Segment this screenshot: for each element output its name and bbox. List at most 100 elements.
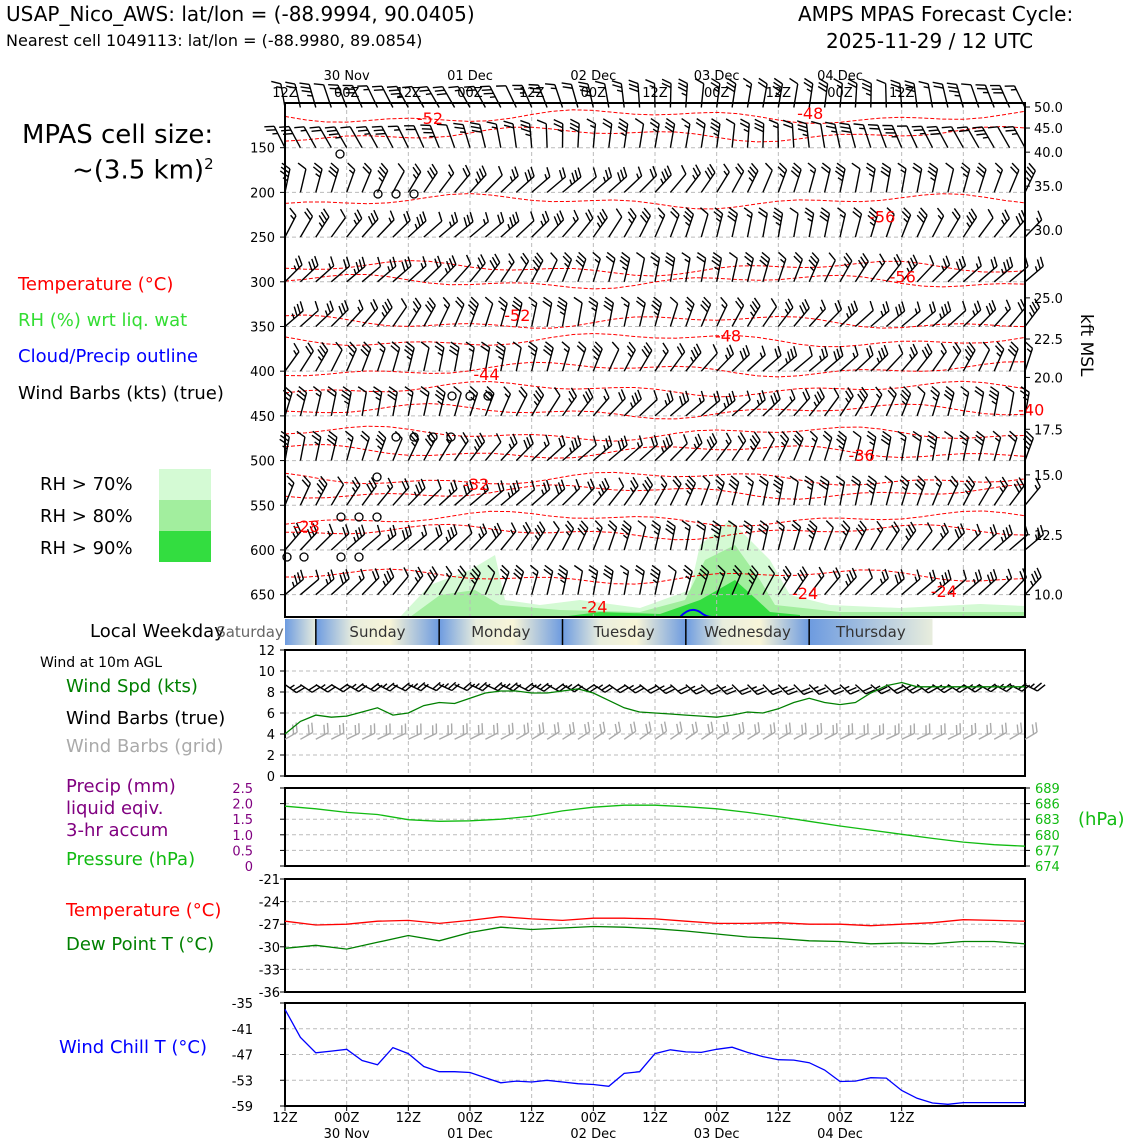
barb-flag <box>867 723 869 734</box>
barb-flag <box>996 341 1005 350</box>
barb-staff <box>515 683 530 692</box>
wind-barb <box>901 723 916 740</box>
barb-flag <box>1005 527 1010 537</box>
barb-flag <box>306 528 313 539</box>
barb-flag <box>960 166 970 174</box>
barb-staff <box>978 578 998 596</box>
wind-barb <box>870 301 890 328</box>
barb-flag <box>492 724 495 735</box>
barb-staff <box>685 442 703 462</box>
barb-flag <box>696 520 706 527</box>
barb-half <box>653 311 659 316</box>
wind-barb <box>500 722 514 740</box>
barb-flag <box>462 167 469 178</box>
barb-staff <box>454 732 468 740</box>
wind-barb <box>839 345 859 372</box>
barb-flag <box>678 78 688 85</box>
wind-barb <box>620 520 632 551</box>
barb-flag <box>882 723 885 734</box>
barb-half <box>593 355 599 361</box>
isotherm <box>284 314 1026 329</box>
barb-staff <box>947 392 955 417</box>
barb-staff <box>854 437 862 461</box>
wind-barb <box>361 162 372 193</box>
wind-barb <box>531 167 551 193</box>
wind-barb <box>611 80 625 108</box>
barb-flag <box>735 166 743 176</box>
wind-barb <box>361 524 381 551</box>
legend-precip-1: Precip (mm) <box>66 776 176 797</box>
x-bottom-label: 12Z <box>272 1111 298 1126</box>
wind-barb <box>754 118 765 148</box>
barb-flag <box>486 386 495 394</box>
wind-barb <box>299 475 312 506</box>
barb-flag <box>663 168 670 178</box>
barb-half <box>745 530 752 535</box>
barb-flag <box>867 475 877 483</box>
barb-flag <box>787 351 792 362</box>
barb-flag <box>626 345 634 354</box>
pressure-y-label: 689 <box>1035 782 1060 797</box>
barb-half <box>685 575 691 580</box>
barb-flag <box>836 162 846 170</box>
wind-barb <box>823 252 836 283</box>
wind-barb <box>623 721 637 740</box>
barb-flag <box>834 302 840 313</box>
barb-half <box>809 169 815 174</box>
isotherm <box>284 403 1026 420</box>
wind-barb <box>544 83 564 108</box>
isotherm-label: -56 <box>869 208 895 227</box>
wind-barb <box>747 722 761 740</box>
wind-barb <box>945 162 955 193</box>
barb-flag <box>604 564 614 572</box>
barb-flag <box>299 301 304 312</box>
wind-barb <box>423 723 438 740</box>
barb-flag <box>767 565 776 575</box>
barb-flag <box>296 303 301 314</box>
barb-flag <box>728 211 737 219</box>
barb-flag <box>754 122 764 129</box>
barb-flag <box>618 391 624 402</box>
wind-barb <box>867 124 887 148</box>
barb-flag <box>839 345 844 356</box>
barb-flag <box>545 434 550 445</box>
barb-flag <box>749 304 757 314</box>
barb-flag <box>314 300 319 311</box>
barb-staff <box>454 532 473 551</box>
isotherm <box>284 274 1026 290</box>
barb-half <box>284 396 291 402</box>
wind-barb <box>793 566 809 596</box>
barb-half <box>838 482 845 487</box>
barb-flag <box>697 433 703 444</box>
barb-flag <box>651 304 660 312</box>
barb-staff <box>639 484 654 506</box>
barb-half <box>660 483 666 489</box>
barb-flag <box>878 725 881 736</box>
barb-flag <box>792 520 801 528</box>
wind-barb <box>885 684 907 695</box>
barb-staff <box>916 168 923 193</box>
barb-flag <box>947 86 958 89</box>
barb-flag <box>946 82 957 86</box>
barb-staff <box>531 219 550 238</box>
barb-flag <box>264 125 275 128</box>
wind-barb <box>960 386 970 417</box>
barb-flag <box>960 386 970 394</box>
barb-flag <box>968 211 975 221</box>
wind-barb <box>500 682 522 692</box>
barb-flag <box>361 345 370 354</box>
barb-flag <box>681 520 691 527</box>
barb-flag <box>989 526 995 537</box>
wind-barb <box>315 208 330 238</box>
barb-staff <box>453 573 467 596</box>
barb-flag <box>943 686 953 694</box>
wind-barb <box>791 520 802 551</box>
barb-staff <box>947 732 961 740</box>
wind-barb <box>438 255 457 283</box>
wind-barb <box>407 682 429 692</box>
barb-staff <box>700 482 711 506</box>
rh80-swatch <box>159 500 211 531</box>
barb-staff <box>639 444 658 462</box>
cycle-date: 2025-11-29 / 12 UTC <box>826 29 1034 53</box>
barb-half <box>662 349 667 355</box>
